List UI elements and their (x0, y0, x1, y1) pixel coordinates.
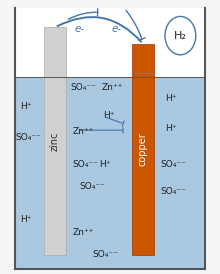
Text: Zn⁺⁺: Zn⁺⁺ (101, 83, 123, 92)
Text: zinc: zinc (50, 132, 60, 151)
Text: copper: copper (138, 132, 148, 166)
Bar (132, 44, 154, 255)
Text: e-: e- (112, 24, 122, 34)
Text: Zn⁺⁺: Zn⁺⁺ (73, 229, 94, 237)
Bar (15, 8, 205, 77)
Text: SO₄⁻⁻: SO₄⁻⁻ (70, 83, 96, 92)
Text: H⁺: H⁺ (103, 111, 115, 119)
Text: H⁺: H⁺ (165, 124, 176, 133)
Bar (15, 77, 205, 269)
Text: H⁺: H⁺ (20, 215, 31, 224)
Text: SO₄⁻⁻: SO₄⁻⁻ (79, 182, 105, 191)
Text: H₂: H₂ (174, 31, 187, 41)
Text: H⁺: H⁺ (99, 160, 110, 169)
Text: SO₄⁻⁻: SO₄⁻⁻ (161, 187, 187, 196)
Text: SO₄⁻⁻: SO₄⁻⁻ (15, 133, 41, 141)
Text: SO₄⁻⁻: SO₄⁻⁻ (161, 160, 187, 169)
Text: H⁺: H⁺ (20, 102, 31, 111)
Text: H⁺: H⁺ (165, 94, 176, 103)
Text: Zn⁺⁺: Zn⁺⁺ (73, 127, 94, 136)
Text: SO₄⁻⁻: SO₄⁻⁻ (92, 250, 118, 259)
Bar (44, 27, 66, 255)
Circle shape (165, 16, 196, 55)
Text: e-: e- (74, 24, 84, 34)
Text: SO₄⁻⁻: SO₄⁻⁻ (73, 160, 99, 169)
